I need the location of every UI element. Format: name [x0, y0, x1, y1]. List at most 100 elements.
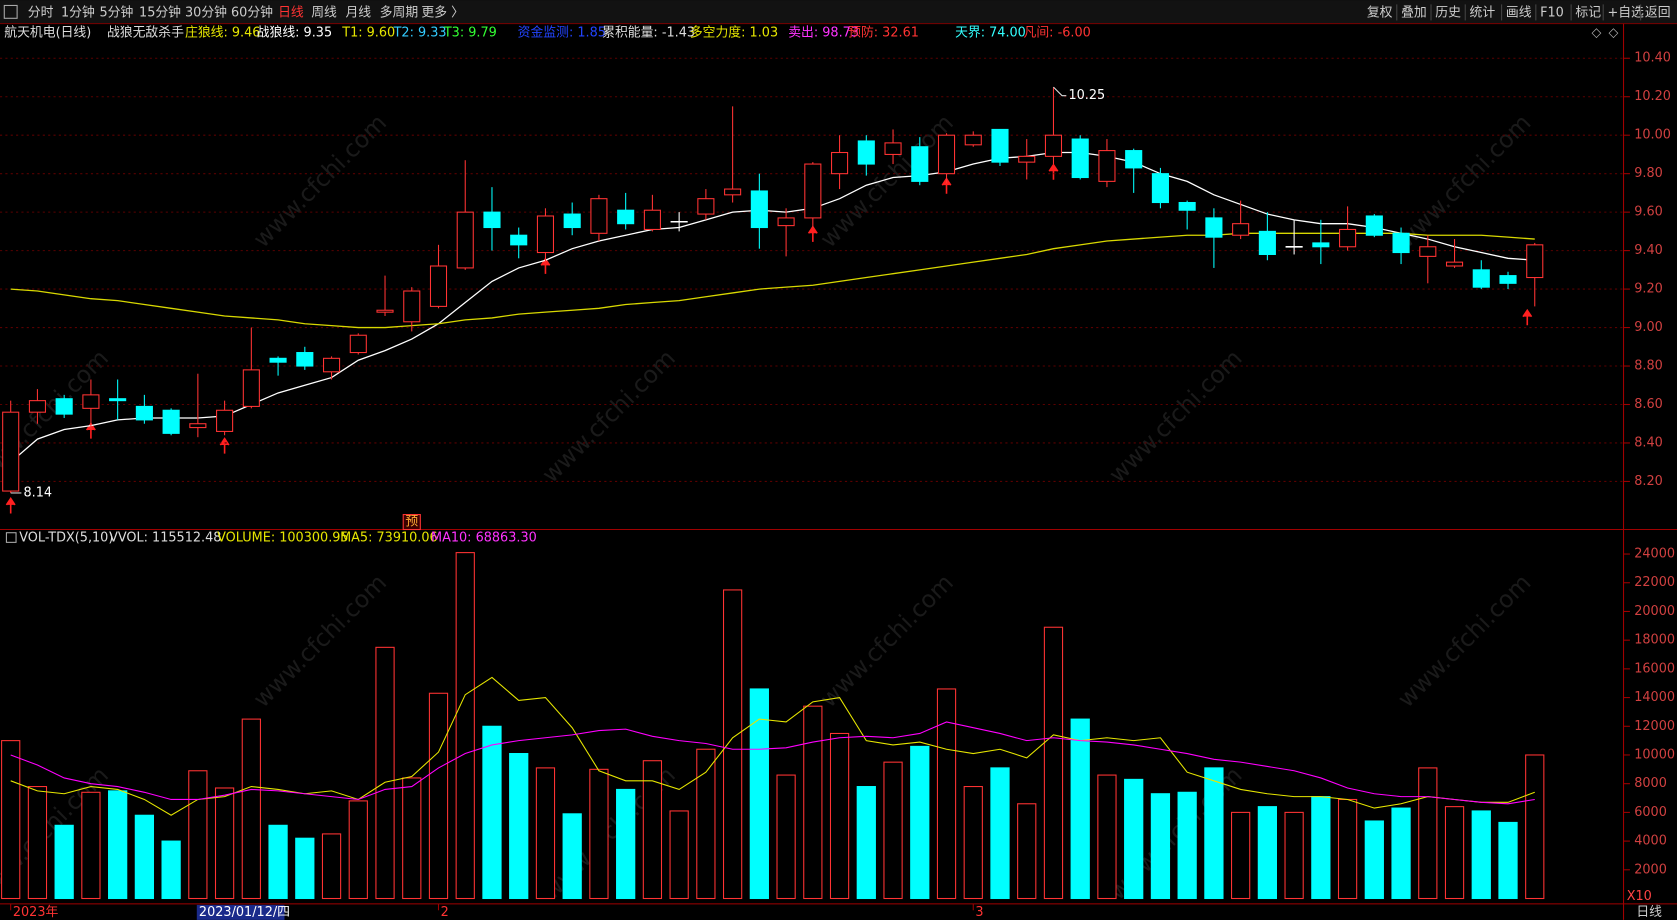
y-tick-label: 16000	[1634, 661, 1675, 676]
volume-bar	[1017, 803, 1037, 900]
candle-body	[563, 213, 581, 229]
info-item: 资金监测: 1.85	[518, 25, 606, 41]
period-tab[interactable]: 分时	[28, 5, 54, 20]
candle-body	[135, 405, 153, 421]
tool-button[interactable]: 返回	[1645, 5, 1671, 20]
signal-arrow	[1522, 308, 1533, 326]
tool-button[interactable]: 画线	[1506, 5, 1532, 20]
period-tab[interactable]: 1分钟	[61, 4, 95, 20]
candle-body	[1472, 269, 1490, 288]
max-leader	[1053, 86, 1067, 97]
info-item: 多空力度: 1.03	[690, 25, 778, 41]
volume-bar	[1498, 821, 1518, 900]
tool-button[interactable]: 复权	[1367, 4, 1393, 20]
x-tick-label: 2	[441, 905, 449, 920]
tool-button[interactable]: +自选	[1607, 5, 1644, 20]
period-label: 日线	[1636, 905, 1662, 920]
candle-body	[322, 357, 341, 373]
y-tick-label: 9.80	[1634, 166, 1663, 181]
period-tab[interactable]: 周线	[311, 5, 337, 20]
candle-body	[750, 190, 768, 229]
volume-bar	[161, 840, 181, 900]
volume-bar	[509, 753, 529, 900]
volume-bar	[910, 745, 930, 900]
info-item: 预防: 32.61	[848, 25, 919, 41]
volume-bar	[722, 589, 743, 900]
y-tick-label: 18000	[1634, 633, 1675, 648]
candle-body	[617, 209, 635, 225]
candle-body	[536, 215, 555, 254]
candle-body	[1178, 201, 1196, 211]
volume-bar	[883, 761, 903, 900]
period-tab[interactable]: 5分钟	[99, 4, 133, 20]
candle-body	[189, 423, 207, 429]
icon[interactable]: ◇	[1591, 26, 1601, 41]
volume-ma-line	[10, 676, 1535, 816]
y-tick-label: 20000	[1634, 604, 1675, 619]
volume-bar	[803, 705, 823, 900]
volume-bar	[1471, 810, 1491, 900]
candle-body	[269, 357, 287, 363]
volume-bar	[1418, 767, 1438, 900]
period-tab[interactable]: 多周期	[380, 5, 418, 20]
y-tick-label: 4000	[1634, 834, 1667, 849]
info-item: 战狼无敌杀手	[107, 25, 184, 41]
volume-bar	[936, 688, 957, 900]
candle-body	[1071, 138, 1089, 179]
y-tick-label: 24000	[1634, 547, 1675, 562]
forecast-box	[402, 514, 421, 531]
y-tick-label: 10.20	[1634, 89, 1671, 104]
volume-info-item: VVOL: 115512.48	[109, 531, 221, 546]
candle-body	[109, 398, 127, 402]
candle-body	[911, 146, 929, 182]
y-tick-label: 9.00	[1634, 320, 1663, 335]
candle-body	[349, 334, 367, 354]
volume-bar	[402, 777, 422, 900]
period-tab[interactable]: 月线	[345, 5, 371, 20]
tool-button[interactable]: F10	[1540, 5, 1564, 20]
candle-body	[777, 217, 795, 227]
candle-body	[724, 188, 742, 196]
volume-bar	[375, 646, 395, 900]
info-item: 累积能量: -1.43	[602, 26, 695, 41]
candle-body	[884, 142, 902, 155]
volume-bar	[776, 774, 796, 900]
candle-body	[1392, 232, 1410, 254]
tool-button[interactable]: 历史	[1435, 5, 1461, 20]
toolbar-icon[interactable]	[3, 4, 18, 19]
candle-body	[483, 211, 501, 229]
x-tick-label: 2023年	[13, 905, 59, 920]
candle-body	[1499, 275, 1517, 284]
panel-icon[interactable]	[5, 532, 17, 543]
volume-bar	[54, 824, 74, 900]
candle-body	[964, 134, 982, 146]
y-tick-label: 10000	[1634, 747, 1675, 762]
icon[interactable]: ◇	[1609, 26, 1619, 41]
candle-body	[510, 234, 528, 246]
period-tab[interactable]: 30分钟	[185, 4, 227, 20]
y-tick-label: 14000	[1634, 690, 1675, 705]
forecast-mark: 预	[405, 515, 418, 530]
candle-body	[590, 198, 608, 234]
candle-body	[376, 309, 394, 313]
candle-body	[2, 411, 20, 492]
y-tick-label: 10.00	[1634, 128, 1671, 143]
volume-bar	[1, 740, 21, 900]
cursor-box	[196, 904, 285, 920]
period-tab[interactable]: 60分钟	[231, 4, 273, 20]
y-tick-label: 22000	[1634, 575, 1675, 590]
min-label: 8.14	[24, 485, 53, 500]
volume-bar	[81, 791, 101, 900]
tool-button[interactable]: 统计	[1470, 5, 1496, 20]
info-item: T1: 9.60	[341, 26, 395, 41]
tool-button[interactable]: 叠加	[1401, 5, 1427, 20]
period-tab[interactable]: 15分钟	[139, 4, 181, 20]
volume-bar	[1097, 774, 1117, 900]
period-tab[interactable]: 更多 〉	[421, 5, 464, 20]
candle-body	[1151, 173, 1169, 204]
volume-bar	[1337, 798, 1358, 900]
tool-button[interactable]: 标记	[1575, 5, 1601, 20]
period-tab[interactable]: 日线	[278, 5, 304, 20]
volume-info-item: MA5: 73910.06	[340, 531, 438, 546]
